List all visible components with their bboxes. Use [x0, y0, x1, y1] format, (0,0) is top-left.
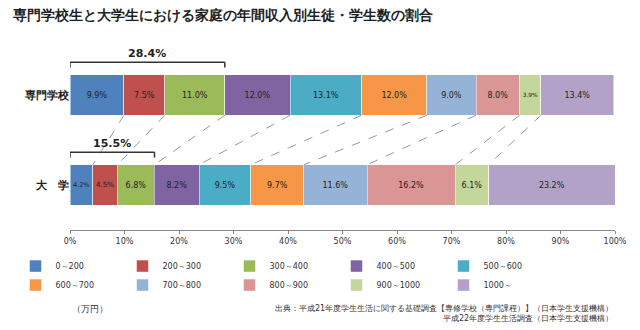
svg-text:0%: 0% — [64, 237, 77, 246]
svg-text:600～700: 600～700 — [56, 281, 95, 290]
svg-text:16.2%: 16.2% — [398, 181, 424, 190]
svg-text:300～400: 300～400 — [270, 262, 309, 271]
svg-text:出典：平成21年度学生生活に関する基礎調査【専修学校（専門課: 出典：平成21年度学生生活に関する基礎調査【専修学校（専門課程）】（日本学生支援… — [275, 304, 613, 323]
svg-text:100%: 100% — [604, 237, 627, 246]
svg-text:60%: 60% — [388, 237, 406, 246]
svg-text:70%: 70% — [443, 237, 461, 246]
svg-text:50%: 50% — [334, 237, 352, 246]
svg-text:10%: 10% — [116, 237, 134, 246]
svg-text:11.6%: 11.6% — [323, 181, 349, 190]
svg-text:9.7%: 9.7% — [267, 181, 288, 190]
svg-text:8.2%: 8.2% — [166, 181, 187, 190]
svg-text:23.2%: 23.2% — [539, 181, 565, 190]
svg-text:28.4%: 28.4% — [128, 47, 166, 60]
svg-text:800～900: 800～900 — [270, 281, 309, 290]
svg-text:30%: 30% — [225, 237, 243, 246]
svg-text:15.5%: 15.5% — [93, 137, 131, 150]
svg-text:0～200: 0～200 — [56, 262, 84, 271]
svg-text:1000～: 1000～ — [484, 281, 512, 290]
svg-text:9.9%: 9.9% — [87, 91, 108, 100]
svg-text:900～1000: 900～1000 — [377, 281, 421, 290]
svg-text:200～300: 200～300 — [163, 262, 202, 271]
svg-text:大 学: 大 学 — [36, 179, 69, 192]
svg-text:専門学校: 専門学校 — [24, 89, 70, 102]
svg-text:20%: 20% — [170, 237, 188, 246]
svg-text:400～500: 400～500 — [377, 262, 416, 271]
svg-text:12.0%: 12.0% — [381, 91, 407, 100]
svg-text:12.0%: 12.0% — [245, 91, 271, 100]
svg-text:6.8%: 6.8% — [126, 181, 147, 190]
svg-text:13.4%: 13.4% — [564, 91, 590, 100]
svg-text:500～600: 500～600 — [484, 262, 523, 271]
svg-text:3.9%: 3.9% — [523, 92, 538, 98]
svg-text:9.0%: 9.0% — [441, 91, 462, 100]
svg-text:7.5%: 7.5% — [134, 91, 155, 100]
svg-text:40%: 40% — [279, 237, 297, 246]
svg-text:90%: 90% — [552, 237, 570, 246]
svg-text:8.0%: 8.0% — [487, 91, 508, 100]
svg-text:9.5%: 9.5% — [215, 181, 236, 190]
svg-text:80%: 80% — [497, 237, 515, 246]
svg-text:専門学校生と大学生における家庭の年間収入別生徒・学生数の割合: 専門学校生と大学生における家庭の年間収入別生徒・学生数の割合 — [12, 7, 433, 23]
svg-text:4.2%: 4.2% — [73, 181, 90, 189]
svg-text:700～800: 700～800 — [163, 281, 202, 290]
svg-text:13.1%: 13.1% — [313, 91, 339, 100]
svg-text:11.0%: 11.0% — [182, 91, 208, 100]
svg-text:（万円）: （万円） — [72, 304, 108, 314]
svg-text:4.5%: 4.5% — [96, 180, 114, 189]
svg-text:6.1%: 6.1% — [462, 181, 483, 190]
